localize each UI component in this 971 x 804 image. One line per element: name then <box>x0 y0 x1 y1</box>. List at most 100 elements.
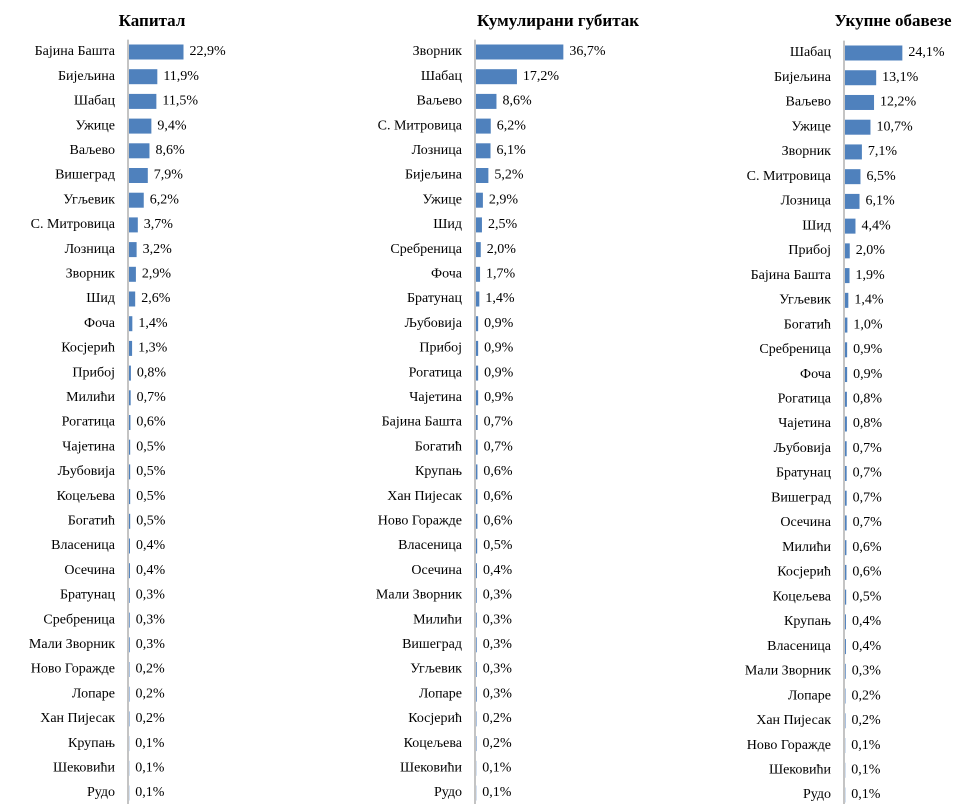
bar <box>476 69 517 85</box>
bar <box>845 367 848 383</box>
category-label: Вишеград <box>402 637 462 652</box>
bar <box>845 441 847 457</box>
category-label: Ново Горажде <box>747 738 831 753</box>
category-label: Шабац <box>421 69 463 84</box>
bar <box>845 564 847 580</box>
value-label: 11,9% <box>163 69 199 84</box>
bar <box>129 242 137 258</box>
value-label: 7,9% <box>154 168 184 183</box>
value-label: 0,2% <box>482 736 512 751</box>
value-label: 0,2% <box>135 662 165 677</box>
category-label: Бијељина <box>58 69 116 84</box>
bar <box>129 291 136 307</box>
value-label: 0,4% <box>852 639 882 654</box>
category-label: Вишеград <box>771 490 831 505</box>
category-label: Мали Зворник <box>376 588 462 603</box>
category-label: Сребреница <box>43 612 115 627</box>
bar <box>476 439 478 455</box>
category-label: Шид <box>802 218 831 233</box>
value-label: 0,5% <box>852 589 882 604</box>
bar <box>476 612 477 628</box>
value-label: 1,3% <box>138 341 168 356</box>
category-label: Рудо <box>434 785 462 800</box>
value-label: 2,9% <box>489 192 518 207</box>
category-label: Сребреница <box>759 342 831 357</box>
bar <box>129 316 133 332</box>
value-label: 2,9% <box>142 267 172 282</box>
value-label: 24,1% <box>908 45 945 60</box>
bar <box>845 540 847 556</box>
bar <box>476 513 478 529</box>
value-label: 0,2% <box>135 711 165 726</box>
value-label: 0,6% <box>136 415 166 430</box>
bar <box>476 291 480 307</box>
value-label: 12,2% <box>880 95 917 110</box>
category-label: Власеница <box>398 538 463 553</box>
bar <box>129 118 152 134</box>
value-label: 10,7% <box>876 119 913 134</box>
category-label: Сребреница <box>390 242 462 257</box>
bar <box>476 44 564 60</box>
category-label: Власеница <box>767 639 832 654</box>
category-label: Ужице <box>791 119 831 134</box>
value-label: 0,6% <box>483 489 512 504</box>
value-label: 0,5% <box>136 514 166 529</box>
category-label: Мали Зворник <box>29 637 115 652</box>
category-label: Осечина <box>411 563 462 578</box>
category-label: Угљевик <box>410 662 462 677</box>
value-label: 0,3% <box>483 686 513 701</box>
value-label: 0,2% <box>851 688 881 703</box>
bar <box>129 217 138 233</box>
category-label: Вишеград <box>55 168 115 183</box>
value-label: 0,3% <box>136 637 166 652</box>
bar <box>845 119 871 135</box>
category-label: Шид <box>86 291 115 306</box>
value-label: 0,5% <box>136 464 166 479</box>
value-label: 0,1% <box>851 787 881 802</box>
bar <box>845 490 847 506</box>
category-label: Ужице <box>75 118 115 133</box>
category-label: Фоча <box>84 316 116 331</box>
value-label: 0,1% <box>135 736 165 751</box>
category-label: Зворник <box>66 267 116 282</box>
bar <box>476 168 489 183</box>
value-label: 0,6% <box>483 514 512 529</box>
value-label: 0,9% <box>853 367 883 382</box>
category-label: Шабац <box>790 45 832 60</box>
value-label: 0,8% <box>853 416 883 431</box>
value-label: 1,7% <box>486 267 516 282</box>
category-label: Бајина Башта <box>751 268 832 283</box>
value-label: 0,7% <box>853 466 883 481</box>
bar <box>476 563 477 579</box>
category-label: Коцељева <box>773 589 832 604</box>
category-label: Власеница <box>51 538 116 553</box>
value-label: 1,0% <box>853 317 883 332</box>
bar <box>476 316 479 332</box>
bar <box>845 589 847 605</box>
category-label: Рогатица <box>62 415 116 430</box>
value-label: 1,4% <box>854 293 884 308</box>
bar <box>476 93 497 109</box>
category-label: Милићи <box>782 540 831 555</box>
value-label: 0,3% <box>136 588 166 603</box>
value-label: 0,4% <box>852 614 882 629</box>
category-label: Шековићи <box>400 761 463 776</box>
value-label: 2,5% <box>488 217 518 232</box>
value-label: 0,4% <box>483 563 513 578</box>
bar <box>845 465 847 481</box>
value-label: 4,4% <box>861 218 891 233</box>
category-label: Хан Пијесак <box>40 711 115 726</box>
bar <box>129 587 130 603</box>
value-label: 0,6% <box>852 565 882 580</box>
category-label: Шековићи <box>53 761 116 776</box>
value-label: 2,6% <box>141 291 171 306</box>
value-label: 17,2% <box>523 69 560 84</box>
bar <box>129 340 133 356</box>
category-label: Зворник <box>413 44 463 59</box>
bar <box>845 218 856 234</box>
value-label: 1,9% <box>856 268 886 283</box>
category-label: Милићи <box>66 390 115 405</box>
bar <box>129 563 130 579</box>
category-label: Прибој <box>788 243 831 258</box>
